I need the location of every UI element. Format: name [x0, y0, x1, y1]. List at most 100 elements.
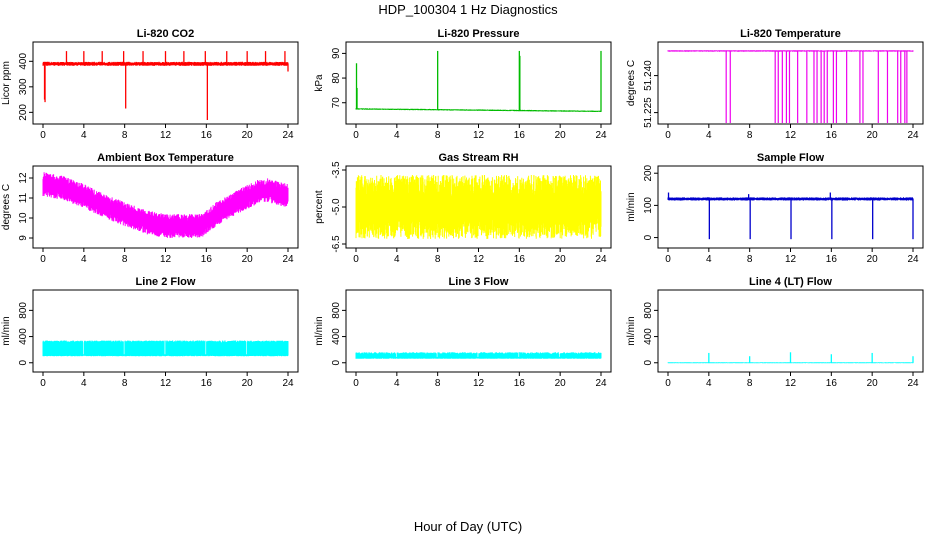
x-tick-label: 24 — [595, 378, 607, 389]
x-tick-label: 20 — [555, 130, 567, 141]
flow-band — [42, 340, 289, 357]
panel-title: Li-820 Temperature — [740, 28, 841, 40]
y-tick-label: 51.225 — [643, 97, 654, 128]
y-axis-label: kPa — [314, 74, 325, 92]
baseline-trace — [42, 61, 289, 66]
y-axis-label: degrees C — [626, 60, 637, 106]
chart-panel: Gas Stream RH percent 0 4 8 12 16 20 24 -6.5 -5.0 -… — [314, 152, 612, 265]
y-tick-label: 0 — [18, 360, 29, 366]
y-tick-label: 0 — [643, 360, 654, 366]
y-tick-label: 400 — [18, 328, 29, 345]
x-tick-label: 0 — [665, 378, 671, 389]
chart-panel: Li-820 Temperature degrees C 0 4 8 12 16 20 24 51… — [626, 28, 924, 141]
x-tick-label: 16 — [201, 130, 213, 141]
x-tick-label: 16 — [514, 130, 526, 141]
x-tick-label: 4 — [81, 378, 87, 389]
data-series — [667, 50, 914, 123]
x-axis-title: Hour of Day (UTC) — [414, 519, 522, 534]
y-tick-label: -3.5 — [331, 161, 342, 179]
y-tick-label: 400 — [643, 328, 654, 345]
y-axis-label: percent — [314, 190, 325, 224]
y-tick-label: 11 — [18, 192, 29, 203]
y-tick-label: 400 — [18, 53, 29, 70]
chart-panel: Line 3 Flow ml/min 0 4 8 12 16 20 24 0 400 800 — [314, 276, 612, 389]
x-tick-label: 12 — [160, 130, 172, 141]
y-tick-label: 300 — [18, 78, 29, 95]
y-axis-label: ml/min — [626, 192, 637, 221]
x-tick-label: 0 — [353, 378, 359, 389]
panel-title: Ambient Box Temperature — [97, 152, 234, 164]
baseline-trace — [355, 175, 602, 239]
x-tick-label: 24 — [907, 254, 919, 265]
x-tick-label: 0 — [40, 130, 46, 141]
x-tick-label: 16 — [826, 254, 838, 265]
y-axis-label: degrees C — [1, 184, 12, 230]
data-series — [42, 340, 289, 357]
y-tick-label: 80 — [331, 72, 342, 84]
x-tick-label: 12 — [785, 130, 797, 141]
chart-panel: Line 4 (LT) Flow ml/min 0 4 8 12 16 20 24 0 400 800 — [626, 276, 924, 389]
x-tick-label: 0 — [40, 254, 46, 265]
y-tick-label: 51.240 — [643, 60, 654, 91]
y-tick-label: 800 — [643, 302, 654, 319]
flow-band — [355, 352, 602, 359]
y-tick-label: 10 — [18, 212, 29, 224]
y-tick-label: 400 — [331, 328, 342, 345]
x-tick-label: 16 — [514, 378, 526, 389]
x-tick-label: 12 — [473, 130, 485, 141]
x-tick-label: 12 — [473, 378, 485, 389]
chart-panel: Li-820 CO2 Licor ppm 0 4 8 12 16 20 24 200 300 400 — [1, 28, 299, 141]
x-tick-label: 24 — [282, 254, 294, 265]
panel-title: Sample Flow — [757, 152, 825, 164]
x-tick-label: 0 — [353, 254, 359, 265]
baseline-trace — [355, 108, 602, 112]
x-tick-label: 4 — [706, 254, 712, 265]
x-tick-label: 4 — [81, 254, 87, 265]
panel-title: Li-820 CO2 — [137, 28, 194, 40]
x-tick-label: 12 — [785, 378, 797, 389]
panel-title: Line 3 Flow — [449, 276, 509, 288]
y-tick-label: 0 — [643, 234, 654, 240]
y-axis-label: Licor ppm — [1, 61, 12, 105]
x-tick-label: 12 — [160, 254, 172, 265]
x-tick-label: 20 — [242, 130, 254, 141]
plot-frame — [657, 41, 924, 125]
x-tick-label: 8 — [435, 254, 441, 265]
y-tick-label: 0 — [331, 360, 342, 366]
x-tick-label: 24 — [282, 130, 294, 141]
data-series — [355, 50, 602, 112]
plot-frame — [32, 289, 299, 373]
y-tick-label: 800 — [331, 302, 342, 319]
x-tick-label: 24 — [907, 378, 919, 389]
x-tick-label: 20 — [242, 254, 254, 265]
panel-title: Li-820 Pressure — [438, 28, 520, 40]
data-series — [42, 172, 289, 238]
x-tick-label: 8 — [122, 378, 128, 389]
figure-title: HDP_100304 1 Hz Diagnostics — [378, 2, 558, 17]
y-tick-label: 100 — [643, 197, 654, 214]
x-tick-label: 8 — [747, 130, 753, 141]
plot-frame — [345, 289, 612, 373]
x-tick-label: 16 — [201, 378, 213, 389]
x-tick-label: 4 — [394, 254, 400, 265]
data-series — [667, 352, 914, 364]
y-tick-label: 200 — [18, 104, 29, 121]
x-tick-label: 4 — [394, 378, 400, 389]
data-series — [667, 192, 914, 240]
x-tick-label: 24 — [595, 130, 607, 141]
x-tick-label: 20 — [867, 130, 879, 141]
chart-panel: Ambient Box Temperature degrees C 0 4 8 12 16 2… — [1, 152, 299, 265]
x-tick-label: 4 — [394, 130, 400, 141]
y-tick-label: -6.5 — [331, 235, 342, 253]
x-tick-label: 12 — [473, 254, 485, 265]
data-series — [355, 352, 602, 359]
plot-frame — [345, 41, 612, 125]
x-tick-label: 4 — [706, 130, 712, 141]
y-tick-label: 12 — [18, 172, 29, 184]
x-tick-label: 20 — [867, 378, 879, 389]
x-tick-label: 12 — [160, 378, 172, 389]
x-tick-label: 0 — [353, 130, 359, 141]
chart-panel: Sample Flow ml/min 0 4 8 12 16 20 24 0 100 200 — [626, 152, 924, 265]
